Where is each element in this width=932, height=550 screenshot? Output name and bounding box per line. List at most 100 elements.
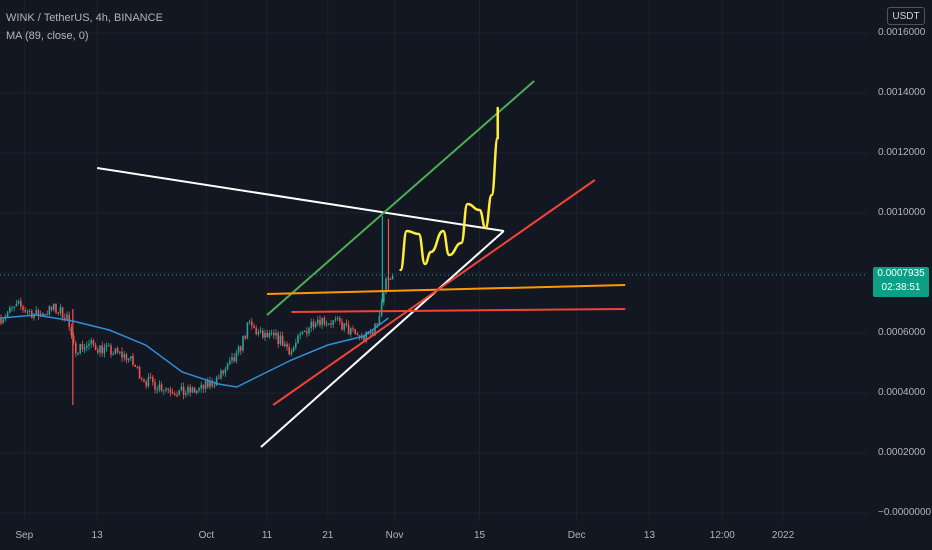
candle-body [286,343,288,347]
red-rising-line [272,179,596,406]
candle-body [341,321,343,330]
candle-body [44,314,46,316]
candle-body [94,344,97,350]
candle-body [165,388,167,391]
candle-body [121,351,123,358]
candle-body [209,380,211,387]
candle-body [303,331,306,333]
candle-body [167,388,169,390]
candle-body [6,312,9,317]
candle-body [11,307,13,309]
candle-body [220,370,222,379]
candle-body [295,343,297,348]
candle-body [284,343,286,346]
candle-body [231,357,233,361]
candle-body [224,368,227,374]
chart-area[interactable] [0,0,868,522]
candle-body [72,335,75,343]
candle-body [66,314,68,320]
candle-body [108,345,110,347]
candle-body [207,380,209,387]
price-tick-label: 0.0016000 [878,27,926,38]
candle-body [323,317,326,325]
candle-body [156,389,158,391]
candle-body [281,335,284,346]
candle-body [101,345,103,354]
candle-body [374,323,376,336]
candle-body [191,387,194,393]
price-tick-label: −0.0000000 [878,507,932,518]
candle-body [97,349,99,353]
candle-body [90,340,92,344]
candle-body [310,321,312,328]
candle-body [334,319,337,321]
candle-body [189,386,191,393]
candle-body [328,323,330,325]
candle-body [134,364,136,367]
candle-body [378,315,381,325]
white-descending-trendline [96,167,504,232]
candle-body [39,313,42,317]
candle-body [213,385,216,387]
candle-body [343,323,345,330]
candle-body [46,314,48,316]
candle-body [202,384,205,389]
candle-body [229,360,231,364]
price-scale[interactable] [868,0,932,522]
ma-legend: MA (89, close, 0) [6,30,89,42]
candle-body [268,332,271,338]
candle-body [26,311,29,313]
candle-body [147,376,150,387]
candle-body [143,379,145,382]
drawing-tools [96,80,626,448]
candle-body [339,317,341,322]
candle-body [15,303,18,307]
candle-body [356,333,359,336]
candle-body [136,366,139,368]
candle-body [242,336,244,351]
candle-body [187,386,189,394]
candle-body [24,309,26,312]
time-tick-label: 13 [91,530,103,541]
candle-body [317,319,319,324]
last-price-badge: 0.0007935 02:38:51 [873,267,929,297]
candle-body [37,309,40,317]
time-scale[interactable] [0,522,868,550]
candle-body [248,321,251,323]
candle-body [99,345,101,353]
candle-body [171,392,174,395]
candle-body [149,376,152,378]
currency-button[interactable]: USDT [887,7,925,25]
candle-body [363,335,365,342]
candle-body [35,309,37,314]
candle-body [270,332,273,334]
candle-body [391,276,394,280]
candle-body [266,333,268,338]
white-ascending-trendline [260,230,505,448]
candle-body [114,348,117,354]
candle-body [59,307,62,313]
candle-body [22,306,24,310]
candle-body [301,331,304,335]
candle-body [259,330,262,332]
candle-body [332,320,334,325]
candlestick-series [0,216,394,405]
candle-body [48,306,51,315]
price-tick-label: 0.0004000 [878,387,926,398]
time-tick-label: Nov [385,530,404,541]
candle-body [163,390,165,392]
candle-body [262,330,264,338]
candle-body [204,380,207,389]
yellow-price-projection [399,106,499,272]
candle-body [75,342,77,354]
candle-body [158,384,161,390]
candle-body [253,325,255,328]
candle-body [226,363,229,369]
candle-body [182,386,185,395]
time-tick-label: 15 [473,530,486,541]
candle-body [376,323,378,325]
candle-body [352,328,354,330]
candle-body [330,323,332,325]
chart-grid [0,0,868,522]
price-tick-label: 0.0014000 [878,87,926,98]
